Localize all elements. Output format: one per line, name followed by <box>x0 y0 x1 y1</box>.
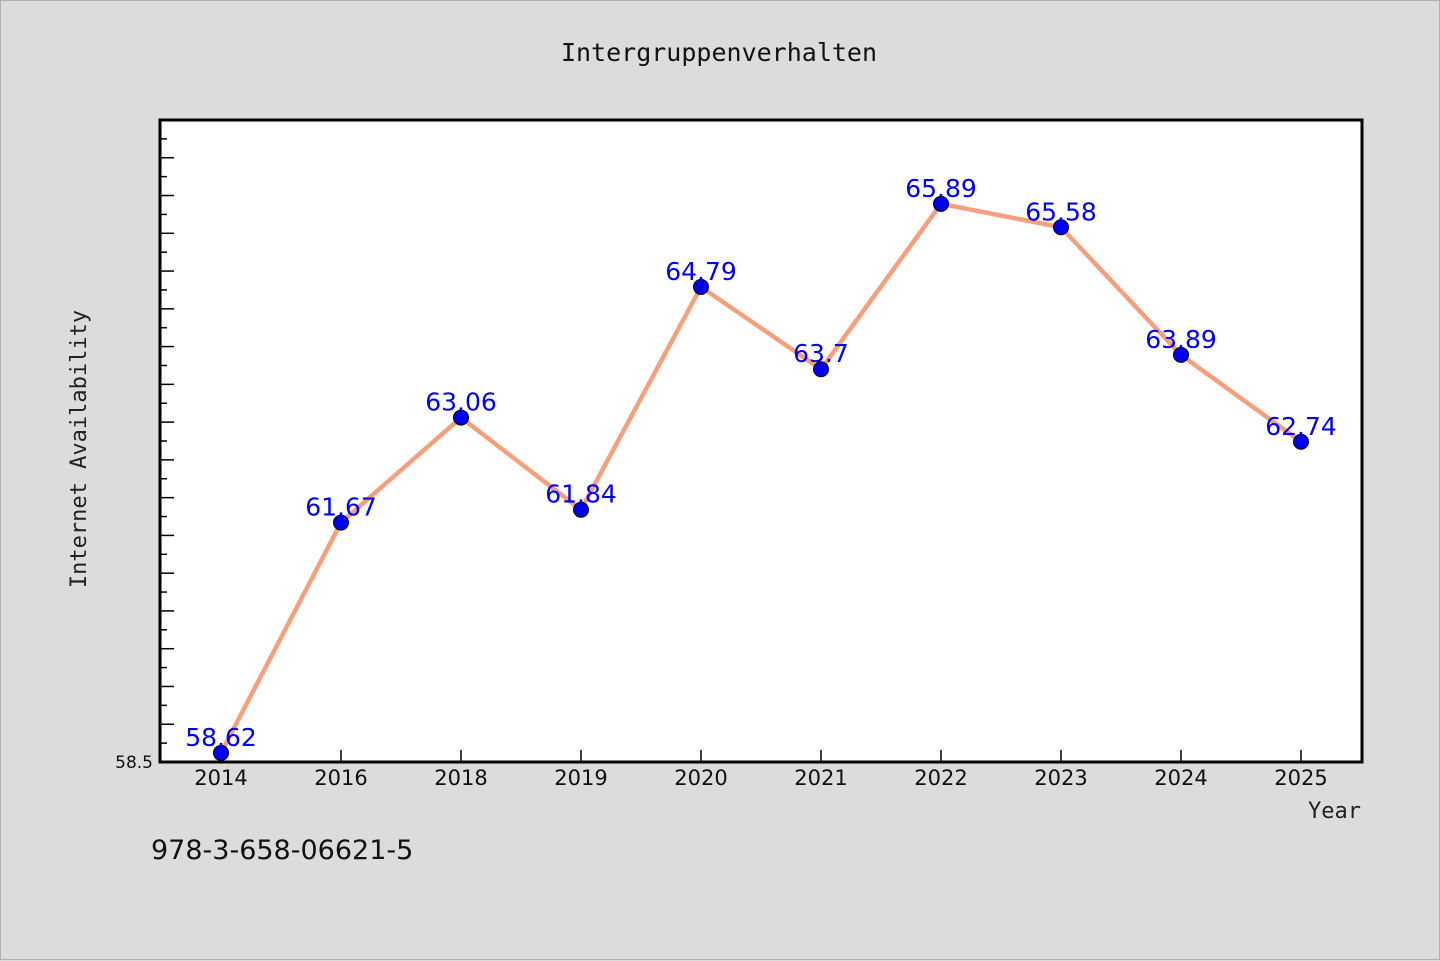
data-markers <box>213 195 1309 761</box>
data-label: 63.7 <box>793 339 849 368</box>
x-tick-label: 2021 <box>794 766 847 790</box>
y-min-tick-label: 58.5 <box>115 753 153 773</box>
x-tick-label: 2020 <box>674 766 727 790</box>
data-point <box>813 361 829 378</box>
x-tick-label: 2025 <box>1274 766 1327 790</box>
x-tick-label: 2022 <box>914 766 967 790</box>
series-line <box>219 201 1303 754</box>
data-point <box>1173 346 1189 363</box>
data-label: 64.79 <box>665 257 737 286</box>
data-label: 63.89 <box>1145 325 1217 354</box>
x-tick-label: 2014 <box>194 766 247 790</box>
data-label: 63.06 <box>425 388 497 417</box>
data-label: 65.89 <box>905 174 977 203</box>
x-axis-ticks: 2014 2016 2018 2019 2020 2021 2022 2023 2024 2025 <box>194 750 1328 790</box>
y-axis-label: Internet Availability <box>67 310 92 588</box>
data-point <box>333 514 349 531</box>
data-point <box>1293 433 1309 450</box>
x-tick-label: 2019 <box>554 766 607 790</box>
data-point <box>213 744 229 761</box>
data-point <box>573 501 589 518</box>
x-tick-label: 2024 <box>1154 766 1207 790</box>
data-label: 61.84 <box>545 480 617 509</box>
x-tick-label: 2016 <box>314 766 367 790</box>
data-label: 62.74 <box>1265 412 1337 441</box>
plot-area <box>158 118 1364 764</box>
series-line-group <box>219 201 1303 754</box>
data-point <box>1053 219 1069 236</box>
data-point <box>453 409 469 426</box>
x-axis-label: Year <box>1308 799 1361 824</box>
x-tick-label: 2023 <box>1034 766 1087 790</box>
data-point <box>933 195 949 212</box>
chart-title: Intergruppenverhalten <box>561 38 877 67</box>
data-label: 58.62 <box>185 723 257 752</box>
x-tick-label: 2018 <box>434 766 487 790</box>
data-point <box>693 278 709 295</box>
data-labels: 58.62 61.67 63.06 61.84 64.79 63.7 65.89 65.58 6… <box>185 174 1337 752</box>
data-label: 61.67 <box>305 493 377 522</box>
data-label: 65.58 <box>1025 197 1097 226</box>
y-axis-ticks <box>160 138 174 744</box>
isbn-text: 978-3-658-06621-5 <box>151 835 414 866</box>
